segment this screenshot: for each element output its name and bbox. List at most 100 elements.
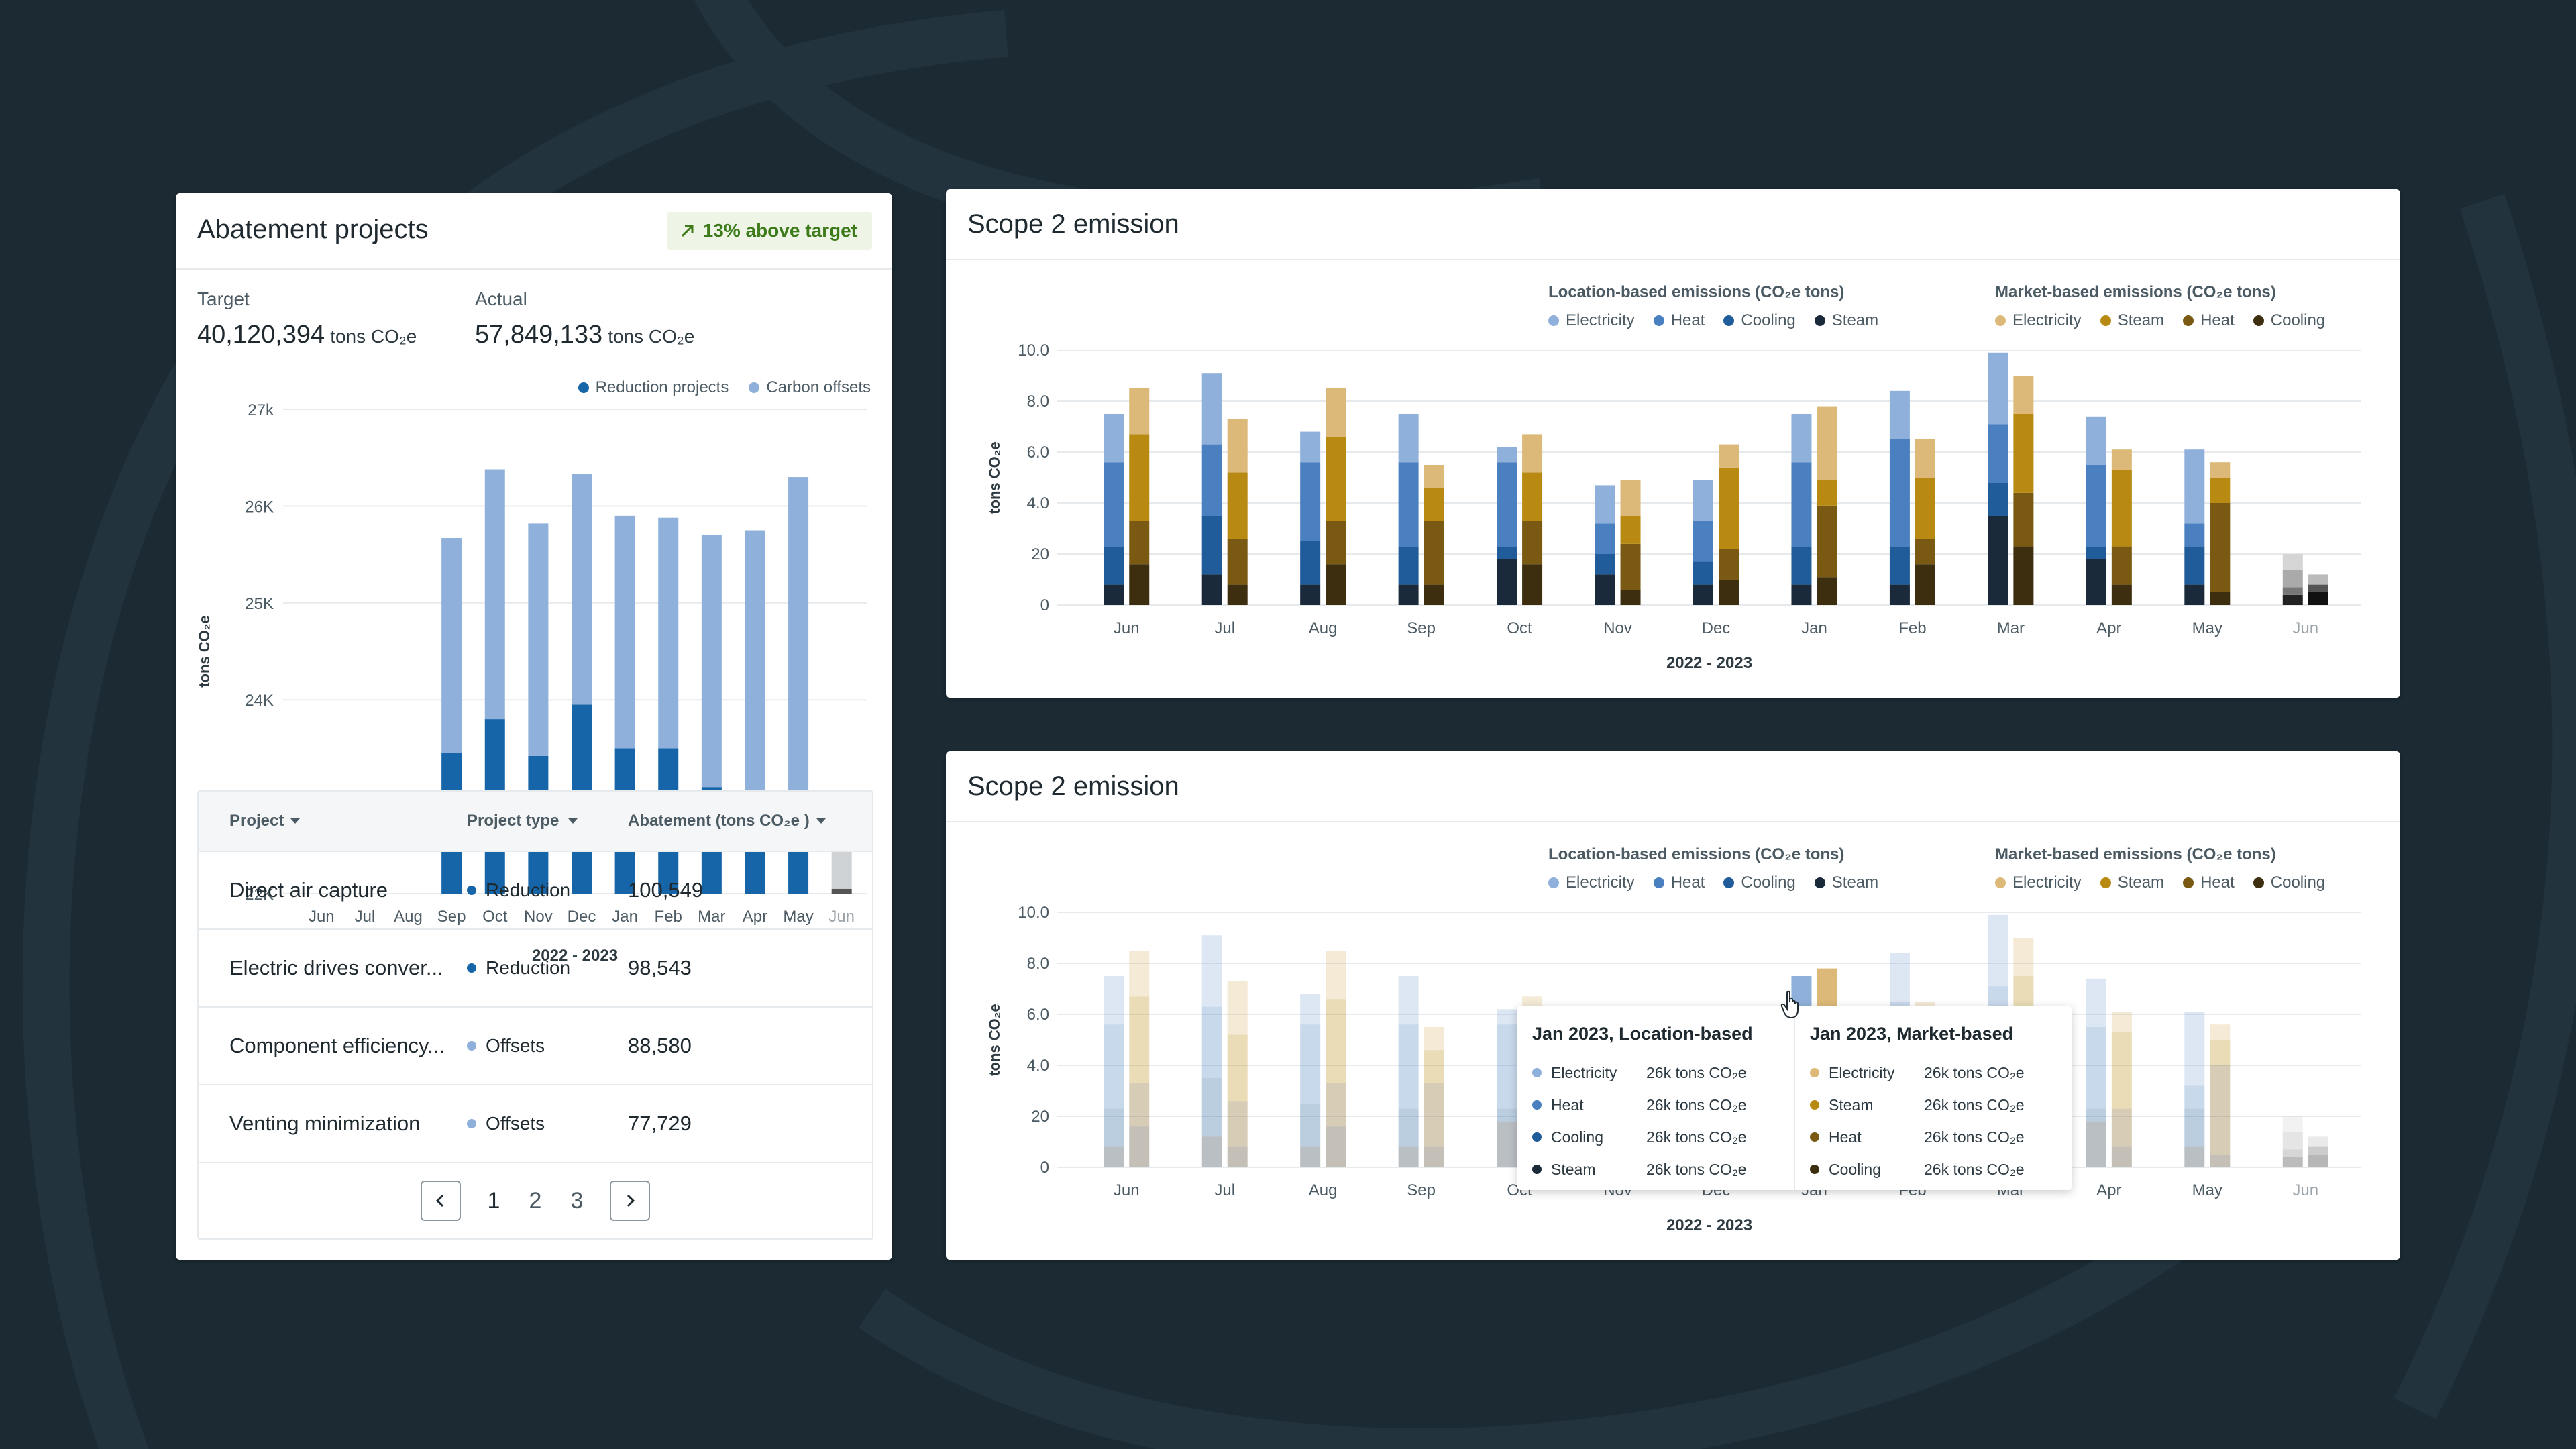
bar-location-steam xyxy=(2086,559,2106,605)
bar-market-cooling xyxy=(1424,1146,1444,1167)
x-tick-label: Jun xyxy=(1114,1181,1140,1199)
legend-swatch xyxy=(1814,877,1825,888)
x-tick-label: May xyxy=(2192,1181,2222,1199)
tooltip-row: Electricity 26k tons CO₂e xyxy=(1810,1057,2057,1089)
header-project-type[interactable]: Project type xyxy=(467,812,628,830)
table-row[interactable]: Venting minimization Offsets 77,729 xyxy=(199,1084,872,1162)
bar-market-heat xyxy=(1227,539,1248,585)
y-tick-label: 8.0 xyxy=(1027,955,1049,973)
bar-location-cooling xyxy=(2282,1149,2303,1157)
legend-market-based: Market-based emissions (CO₂e tons) Elect… xyxy=(1995,283,2325,330)
page-2[interactable]: 2 xyxy=(529,1187,542,1214)
next-page-button[interactable] xyxy=(610,1181,650,1221)
x-tick-label: Sep xyxy=(1407,1181,1436,1199)
header-abatement[interactable]: Abatement (tons CO₂e ) xyxy=(628,812,872,830)
bar-market-cooling xyxy=(1915,564,1935,605)
bar-location-heat xyxy=(1398,1024,1419,1109)
legend-location-based: Location-based emissions (CO₂e tons) Ele… xyxy=(1548,283,1878,330)
target-value: 40,120,394 tons CO₂e xyxy=(197,321,417,349)
bar-location-heat xyxy=(1693,521,1713,562)
bar-reduction xyxy=(831,888,852,894)
table-row[interactable]: Direct air capture Reduction 100,549 xyxy=(199,851,872,928)
bar-market-heat xyxy=(1129,1083,1150,1127)
bar-market-steam xyxy=(1326,437,1346,521)
legend-item: Electricity xyxy=(1995,873,2082,892)
legend-item: Heat xyxy=(1653,311,1705,330)
legend-item: Steam xyxy=(2100,873,2164,892)
bar-location-electricity xyxy=(1104,414,1124,463)
legend-item-offsets: Carbon offsets xyxy=(749,378,871,397)
bar-location-steam xyxy=(1595,574,1615,605)
y-tick-label: 22K xyxy=(245,885,274,904)
bar-market-electricity xyxy=(1129,951,1150,997)
bar-location-heat xyxy=(1988,424,2008,483)
abatement-projects-card: Abatement projects 13% above target Targ… xyxy=(176,193,892,1260)
sort-caret-icon xyxy=(568,818,578,824)
above-target-badge: 13% above target xyxy=(666,212,872,250)
x-tick-label: Apr xyxy=(2096,619,2121,637)
prev-page-button[interactable] xyxy=(421,1181,461,1221)
bar-market-heat xyxy=(1719,549,1739,580)
bar-location-heat xyxy=(1201,1006,1222,1078)
bar-market-electricity xyxy=(2210,462,2231,478)
bar-location-heat xyxy=(2086,1027,2106,1109)
bar-market-heat xyxy=(1522,521,1543,565)
bar-location-steam xyxy=(1693,584,1713,605)
legend-swatch xyxy=(1814,315,1825,326)
bar-location-heat xyxy=(2086,465,2106,547)
page-1[interactable]: 1 xyxy=(487,1187,500,1214)
abatement-value: 98,543 xyxy=(628,956,692,979)
legend-swatch xyxy=(1548,877,1559,888)
table-row[interactable]: Component efficiency... Offsets 88,580 xyxy=(199,1006,872,1084)
badge-label: 13% above target xyxy=(702,220,857,241)
bar-market-cooling xyxy=(2210,1155,2231,1167)
bar-location-heat xyxy=(1595,523,1615,554)
type-dot xyxy=(467,1119,476,1128)
bar-location-heat xyxy=(1791,462,1812,547)
page-3[interactable]: 3 xyxy=(570,1187,584,1214)
bar-market-electricity xyxy=(1326,951,1346,1000)
bar-location-steam xyxy=(1497,1121,1517,1167)
x-tick-label: Jan xyxy=(612,908,638,926)
x-tick-label: Jul xyxy=(355,908,376,926)
y-tick-label: 4.0 xyxy=(1027,1057,1049,1075)
bar-location-steam xyxy=(1791,584,1812,605)
sort-caret-icon xyxy=(816,818,826,824)
bar-location-cooling xyxy=(2184,1108,2205,1147)
bar-location-electricity xyxy=(1497,447,1517,463)
bar-market-steam xyxy=(1227,472,1248,539)
x-tick-label: Apr xyxy=(2096,1181,2121,1199)
tooltip-title: Jan 2023, Location-based xyxy=(1532,1024,1753,1044)
bar-location-heat xyxy=(2184,1085,2205,1109)
tooltip-row: Cooling 26k tons CO₂e xyxy=(1532,1121,1779,1153)
y-tick-label: 4.0 xyxy=(1027,494,1049,513)
bar-market-heat xyxy=(1915,539,1935,565)
table-row[interactable]: Electric drives conver... Reduction 98,5… xyxy=(199,928,872,1006)
bar-location-steam xyxy=(1988,516,2008,605)
x-tick-label: Dec xyxy=(568,908,596,926)
bar-market-heat xyxy=(2111,1108,2132,1147)
x-tick-label: Mar xyxy=(1997,619,2025,637)
legend-swatch xyxy=(1548,315,1559,326)
bar-location-electricity xyxy=(1300,994,1321,1025)
actual-label: Actual xyxy=(475,288,527,309)
bar-market-electricity xyxy=(1817,406,1837,480)
bar-location-steam xyxy=(2282,1157,2303,1167)
bar-location-cooling xyxy=(2086,1108,2106,1122)
bar-location-electricity xyxy=(1693,480,1713,521)
y-tick-label: 10.0 xyxy=(1018,904,1049,922)
scope2-chart-top: 0 20 4.0 6.0 8.0 10.0 Jun Jul Aug Sep Oct Nov Dec Jan… xyxy=(986,341,2361,672)
legend-item: Electricity xyxy=(1995,311,2082,330)
header-project[interactable]: Project xyxy=(199,812,467,830)
tooltip-row: Heat 26k tons CO₂e xyxy=(1810,1121,2057,1153)
legend-item: Heat xyxy=(2183,311,2235,330)
bar-market-cooling xyxy=(1522,564,1543,605)
y-tick-label: 26K xyxy=(245,498,274,516)
legend-item: Electricity xyxy=(1548,311,1635,330)
bar-market-heat xyxy=(2308,584,2328,592)
legend-title: Market-based emissions (CO₂e tons) xyxy=(1995,845,2276,863)
legend-swatch xyxy=(1995,877,2006,888)
projects-table: Project Project type Abatement (tons CO₂… xyxy=(197,790,873,1240)
tooltip-row: Electricity 26k tons CO₂e xyxy=(1532,1057,1779,1089)
bar-market-steam xyxy=(2210,478,2231,503)
